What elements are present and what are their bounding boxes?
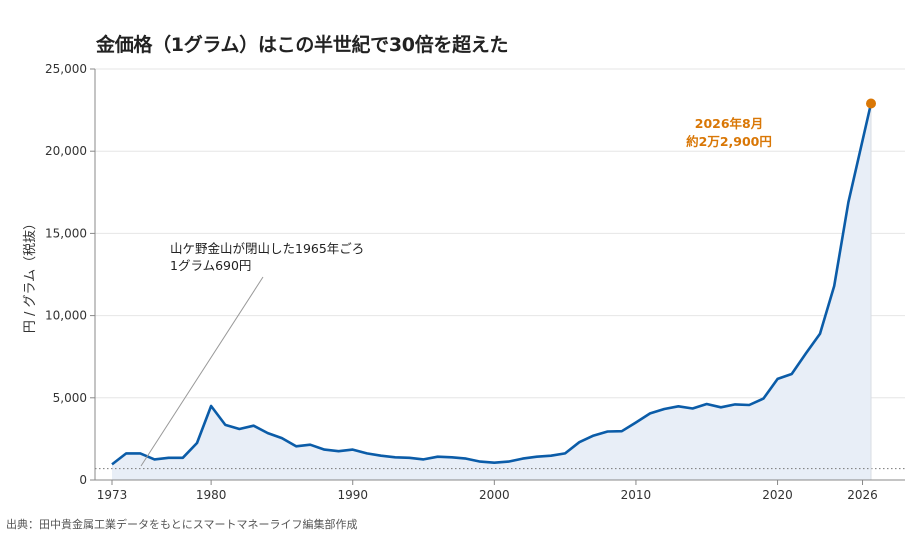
price-line [111, 103, 873, 466]
price-area [112, 103, 871, 480]
x-tick-label: 1990 [337, 488, 368, 502]
x-tick-label: 1973 [97, 488, 128, 502]
latest-point-marker [866, 98, 877, 109]
y-tick-label: 20,000 [45, 144, 87, 158]
chart-title: 金価格（1グラム）はこの半世紀で30倍を超えた [96, 34, 509, 56]
x-tick-label: 2010 [621, 488, 652, 502]
source-note: 出典：田中貴金属工業データをもとにスマートマネーライフ編集部作成 [6, 518, 358, 531]
annotation-mine-line1: 山ケ野金山が閉山した1965年ごろ [170, 241, 364, 256]
annotation-peak-line2: 約2万2,900円 [686, 134, 772, 149]
x-tick-label: 1980 [196, 488, 227, 502]
y-tick-label: 0 [79, 473, 87, 487]
annotation-leader [140, 276, 264, 467]
annotation-peak-line1: 2026年8月 [695, 116, 764, 131]
y-tick-label: 5,000 [53, 391, 87, 405]
x-tick-label: 2020 [762, 488, 793, 502]
y-axis-ticks: 0 5,000 10,000 15,000 20,000 25,000 [45, 62, 95, 487]
x-tick-label: 2000 [479, 488, 510, 502]
y-tick-label: 10,000 [45, 309, 87, 323]
x-axis-ticks: 1973 1980 1990 2000 2010 2020 2026 [97, 480, 878, 502]
annotation-mine-line2: 1グラム690円 [170, 258, 251, 273]
x-tick-label: 2026 [847, 488, 878, 502]
y-tick-label: 15,000 [45, 226, 87, 240]
y-axis-label: 円 / グラム（税抜） [22, 217, 38, 333]
y-tick-label: 25,000 [45, 62, 87, 76]
